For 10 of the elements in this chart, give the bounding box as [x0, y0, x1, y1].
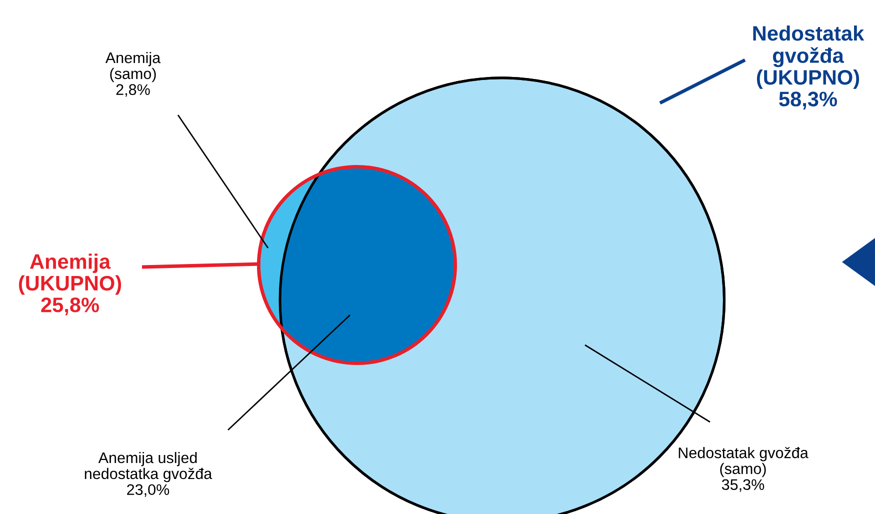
category-label: Nedostatak gvožđa (samo) [678, 446, 808, 478]
data-label: 23,0% [127, 484, 170, 497]
data-label: 35,3% [722, 479, 764, 492]
data-label: 25,8% [41, 298, 99, 316]
category-label: Anemija (UKUPNO) [18, 254, 122, 295]
data-label: 2,8% [116, 84, 150, 97]
category-label: Nedostatak gvožđa (UKUPNO) [753, 25, 864, 89]
category-label: Anemija (samo) [105, 52, 161, 82]
category-label: Anemija usljed nedostatka gvožđa [84, 452, 212, 482]
data-label: 58,3% [779, 92, 837, 110]
